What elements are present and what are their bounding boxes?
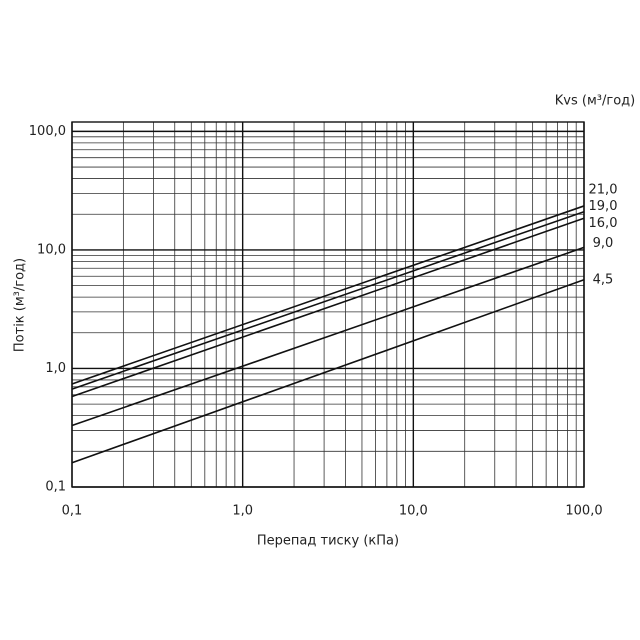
series-line (71, 279, 585, 464)
series-line (71, 205, 585, 385)
series-line (71, 210, 585, 390)
y-tick-label: 1,0 (45, 361, 66, 376)
series-label: 4,5 (593, 272, 614, 287)
x-axis-label: Перепад тиску (кПа) (257, 534, 399, 549)
series-label: 16,0 (589, 216, 618, 231)
y-axis-label: Потік (м³/год) (13, 258, 28, 352)
y-tick-label: 0,1 (45, 480, 66, 495)
series-line (71, 246, 585, 427)
x-tick-label: 100,0 (565, 504, 602, 519)
x-tick-label: 0,1 (62, 504, 83, 519)
legend-title: Kvs (м³/год) (555, 94, 635, 109)
x-tick-label: 1,0 (232, 504, 253, 519)
y-tick-label: 100,0 (29, 124, 66, 139)
series-label: 19,0 (589, 199, 618, 214)
plot-frame (71, 121, 585, 488)
y-tick-label: 10,0 (37, 242, 66, 257)
series-label: 9,0 (593, 236, 614, 251)
x-tick-label: 10,0 (399, 504, 428, 519)
series-line (71, 217, 585, 398)
series-label: 21,0 (589, 182, 618, 197)
